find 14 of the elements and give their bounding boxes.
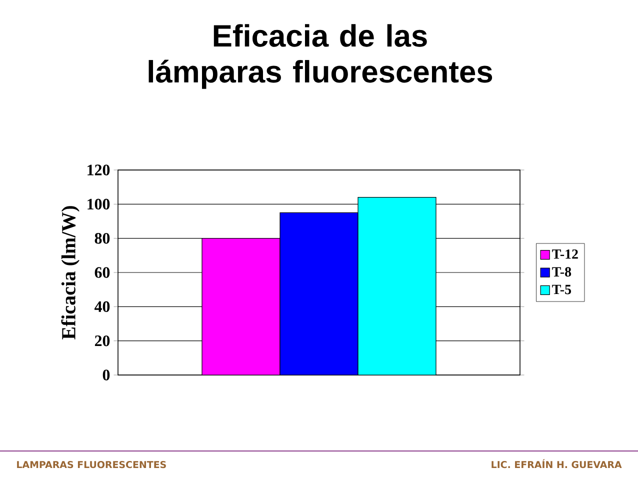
legend-label: T-8 xyxy=(552,267,572,277)
y-tick-label: 40 xyxy=(94,301,110,312)
y-axis-title: Eficacia (lm/W) xyxy=(61,206,80,340)
text: LIC. EFRAÍN H. GUEVARA xyxy=(492,459,622,468)
y-tick-label: 120 xyxy=(88,164,110,176)
legend-label: T-12 xyxy=(552,249,578,259)
y-tick-label: 20 xyxy=(94,335,110,346)
y-tick-label: 100 xyxy=(88,198,110,210)
text: LAMPARAS FLUORESCENTES xyxy=(17,460,166,468)
y-tick-label: 60 xyxy=(94,267,110,278)
y-tick-label: 0 xyxy=(102,370,110,380)
legend-label: T-5 xyxy=(552,284,572,294)
y-tick-label: 80 xyxy=(94,232,110,244)
chart-title: Eficacia de las lámparas fluorescentes xyxy=(148,24,492,89)
